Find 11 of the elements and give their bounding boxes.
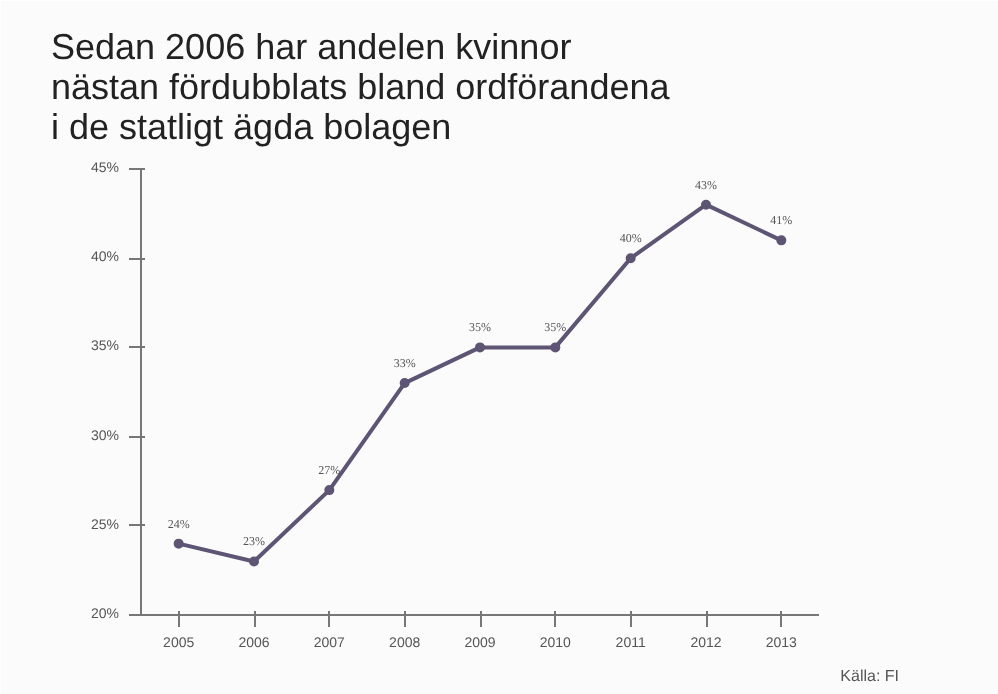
point xyxy=(475,342,485,353)
point xyxy=(324,485,335,496)
point xyxy=(249,556,259,567)
point xyxy=(776,235,787,246)
text: Källa: FI xyxy=(840,667,899,685)
point xyxy=(550,342,561,353)
chart-title: Sedan 2006 har andelen kvinnor nästan fördubblats bland ordförandena i de statligt ägda bolagen xyxy=(51,27,672,147)
point xyxy=(701,199,711,210)
point xyxy=(173,538,184,549)
point xyxy=(399,378,410,389)
point xyxy=(625,253,636,264)
